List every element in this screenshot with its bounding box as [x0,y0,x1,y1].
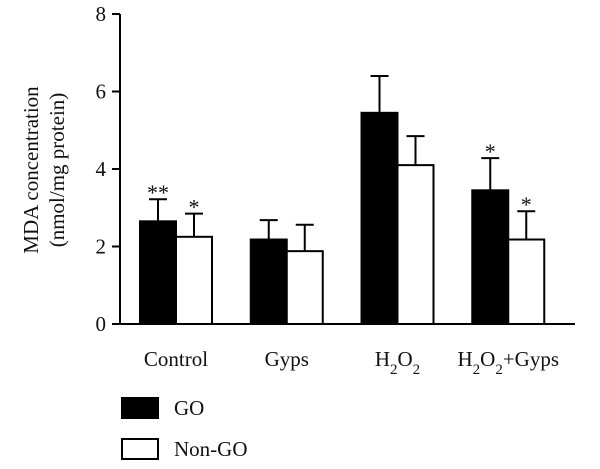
category-labels: Control Gyps H2O2 H2O2+Gyps [144,347,559,378]
y-tick-label: 4 [96,157,107,181]
y-tick-label: 2 [96,235,107,259]
x-category-label-part: 2 [473,362,481,378]
x-category-label-part: 2 [413,362,421,378]
legend-label: Non-GO [174,437,248,461]
bar-go [139,220,177,325]
y-tick-label: 0 [96,312,107,336]
bar-go [249,238,288,325]
x-category-label-part: Control [144,347,208,371]
bar-non-go [175,235,213,325]
x-category-label-part: 2 [495,362,503,378]
bars: ***** [139,75,546,325]
x-category-label: H2O2 [375,347,420,378]
x-category-label: H2O2+Gyps [457,347,559,378]
significance-marker: ** [147,180,169,205]
y-axis-title-line-2: (nmol/mg protein) [45,93,69,248]
bar-non-go [396,164,435,325]
x-category-label-part: H [457,347,472,371]
bar-non-go [285,250,324,325]
legend-label: GO [174,396,204,420]
bar-non-go [507,238,546,325]
x-category-label-part: H [375,347,390,371]
significance-marker: * [485,139,496,164]
x-category-label-part: O [480,347,495,371]
y-axis-title-line-1: MDA concentration [19,86,43,254]
bar-go [471,189,510,325]
x-category-label-part: O [398,347,413,371]
y-tick-label: 8 [96,2,107,26]
x-category-label-part: +Gyps [503,347,559,371]
x-category-label-part: 2 [390,362,398,378]
y-axis-title: MDA concentration (nmol/mg protein) [19,86,69,254]
y-tick-label: 6 [96,80,107,104]
legend-swatch [121,397,159,419]
significance-marker: * [189,195,200,220]
x-category-label-part: Gyps [265,347,309,371]
x-category-label: Gyps [265,347,309,371]
bar-go [360,111,399,325]
legend: GO Non-GO [121,396,248,461]
x-category-label: Control [144,347,208,371]
legend-swatch [121,438,159,460]
significance-marker: * [521,192,532,217]
